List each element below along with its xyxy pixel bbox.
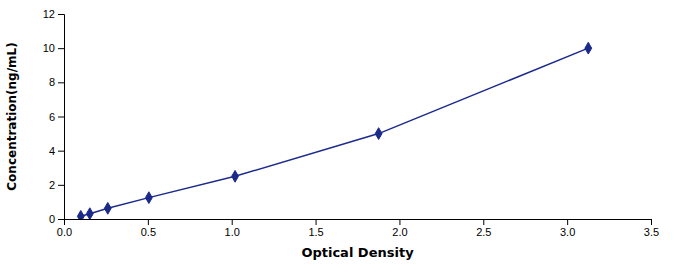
tick: 12 bbox=[43, 8, 64, 20]
tick-label: 3.5 bbox=[644, 226, 659, 238]
point bbox=[86, 208, 93, 219]
tick-label: 0.5 bbox=[141, 226, 156, 238]
tick: 1.0 bbox=[225, 219, 240, 238]
tick: 3.0 bbox=[560, 219, 575, 238]
tick: 8 bbox=[49, 76, 64, 88]
tick: 0.0 bbox=[57, 219, 72, 238]
tick-label: 4 bbox=[49, 145, 55, 157]
point bbox=[585, 42, 592, 54]
tick-mark bbox=[651, 219, 652, 225]
line bbox=[81, 48, 589, 216]
tick: 2.5 bbox=[476, 219, 491, 238]
tick-label: 2.5 bbox=[476, 226, 491, 238]
tick-label: 10 bbox=[43, 42, 55, 54]
tick-label: 0 bbox=[49, 213, 55, 225]
point bbox=[232, 170, 239, 182]
tick-mark bbox=[316, 219, 317, 225]
series bbox=[77, 42, 591, 219]
tick: 0.5 bbox=[141, 219, 156, 238]
tick-mark bbox=[58, 219, 64, 220]
point bbox=[104, 202, 111, 214]
y-axis-line bbox=[58, 15, 65, 220]
tick-mark bbox=[58, 48, 64, 49]
tick: 2.0 bbox=[392, 219, 407, 238]
tick-label: 2 bbox=[49, 179, 55, 191]
tick: 10 bbox=[43, 42, 64, 54]
tick: 3.5 bbox=[644, 219, 659, 238]
tick: 4 bbox=[49, 145, 64, 157]
tick: 1.5 bbox=[308, 219, 323, 238]
x-axis: 0.0 0.5 1.0 1.5 2.0 2.5 3.0 3.5 bbox=[57, 219, 659, 238]
chart-svg: 0.0 0.5 1.0 1.5 2.0 2.5 3.0 3.5 0 2 4 6 8 10 12 Optical… bbox=[0, 0, 673, 265]
tick: 0 bbox=[49, 213, 64, 225]
tick-mark bbox=[567, 219, 568, 225]
x-axis-line bbox=[65, 220, 652, 226]
y-axis-title: Concentration(ng/mL) bbox=[5, 42, 19, 190]
tick-label: 3.0 bbox=[560, 226, 575, 238]
tick-mark bbox=[483, 219, 484, 225]
tick-mark bbox=[58, 185, 64, 186]
tick-label: 1.0 bbox=[225, 226, 240, 238]
tick-mark bbox=[399, 219, 400, 225]
tick-mark bbox=[58, 82, 64, 83]
tick: 6 bbox=[49, 111, 64, 123]
chart-container: 0.0 0.5 1.0 1.5 2.0 2.5 3.0 3.5 0 2 4 6 8 10 12 Optical… bbox=[0, 0, 673, 265]
y-axis: 0 2 4 6 8 10 12 bbox=[43, 8, 65, 225]
tick-label: 1.5 bbox=[308, 226, 323, 238]
point bbox=[375, 128, 382, 140]
point bbox=[145, 192, 152, 204]
tick-mark bbox=[58, 117, 64, 118]
tick-label: 6 bbox=[49, 111, 55, 123]
tick: 2 bbox=[49, 179, 64, 191]
tick-label: 8 bbox=[49, 76, 55, 88]
point bbox=[77, 210, 84, 219]
plot-area: 0.0 0.5 1.0 1.5 2.0 2.5 3.0 3.5 0 2 4 6 8 10 12 bbox=[43, 8, 659, 238]
tick-label: 12 bbox=[43, 8, 55, 20]
tick-mark bbox=[232, 219, 233, 225]
tick-mark bbox=[58, 14, 64, 15]
tick-mark bbox=[58, 151, 64, 152]
tick-label: 0.0 bbox=[57, 226, 72, 238]
tick-label: 2.0 bbox=[392, 226, 407, 238]
x-axis-title: Optical Density bbox=[301, 245, 414, 260]
tick-mark bbox=[148, 219, 149, 225]
